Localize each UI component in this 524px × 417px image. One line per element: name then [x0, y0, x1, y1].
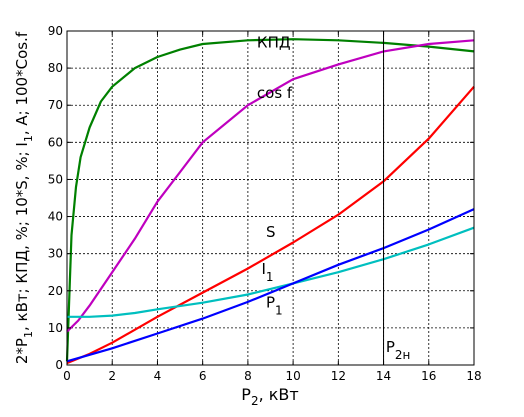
x-tick-label: 6 — [199, 369, 207, 383]
x-tick-label: 10 — [285, 369, 300, 383]
series-label: КПД — [257, 34, 291, 52]
series-label: S — [266, 223, 276, 241]
plot-frame — [66, 30, 475, 366]
series-label: P1 — [266, 293, 283, 317]
series-lines — [65, 38, 475, 365]
y-tick-label: 20 — [48, 284, 63, 298]
y-tick-label: 70 — [48, 98, 63, 112]
y-tick-label: 0 — [55, 358, 63, 372]
x-tick-label: 4 — [154, 369, 162, 383]
x-tick-label: 14 — [376, 369, 391, 383]
y-axis-label: 2*P1, кВт; КПД, %; 10*S, %; I1, A; 100*C… — [13, 31, 35, 364]
x-axis-label: P2, кВт — [241, 385, 298, 408]
series-line — [65, 38, 475, 362]
series-line — [67, 226, 475, 318]
x-tick-label: 16 — [421, 369, 436, 383]
series-label: cos f — [257, 84, 293, 102]
y-tick-label: 80 — [48, 61, 63, 75]
x-tick-label: 2 — [108, 369, 116, 383]
y-tick-label: 10 — [48, 321, 63, 335]
x-tick-label: 8 — [244, 369, 252, 383]
series-label: I1 — [261, 260, 273, 284]
y-tick-label: 60 — [48, 135, 63, 149]
y-tick-label: 30 — [48, 247, 63, 261]
plot-area — [67, 31, 474, 365]
series-labels: КПД cos f S I1 P1 P2н — [257, 34, 410, 362]
axis-ticks: 0 2 4 6 8 10 12 14 16 18 0 10 20 30 40 50 60 70 80 90 — [48, 24, 482, 383]
series-line — [66, 208, 475, 363]
x-tick-label: 18 — [466, 369, 481, 383]
y-tick-label: 50 — [48, 172, 63, 186]
series-line — [66, 85, 475, 365]
y-tick-label: 90 — [48, 24, 63, 38]
y-tick-label: 40 — [48, 210, 63, 224]
x-tick-label: 12 — [331, 369, 346, 383]
series-label: P2н — [386, 338, 411, 362]
series-line — [66, 39, 475, 333]
x-tick-label: 0 — [63, 369, 71, 383]
